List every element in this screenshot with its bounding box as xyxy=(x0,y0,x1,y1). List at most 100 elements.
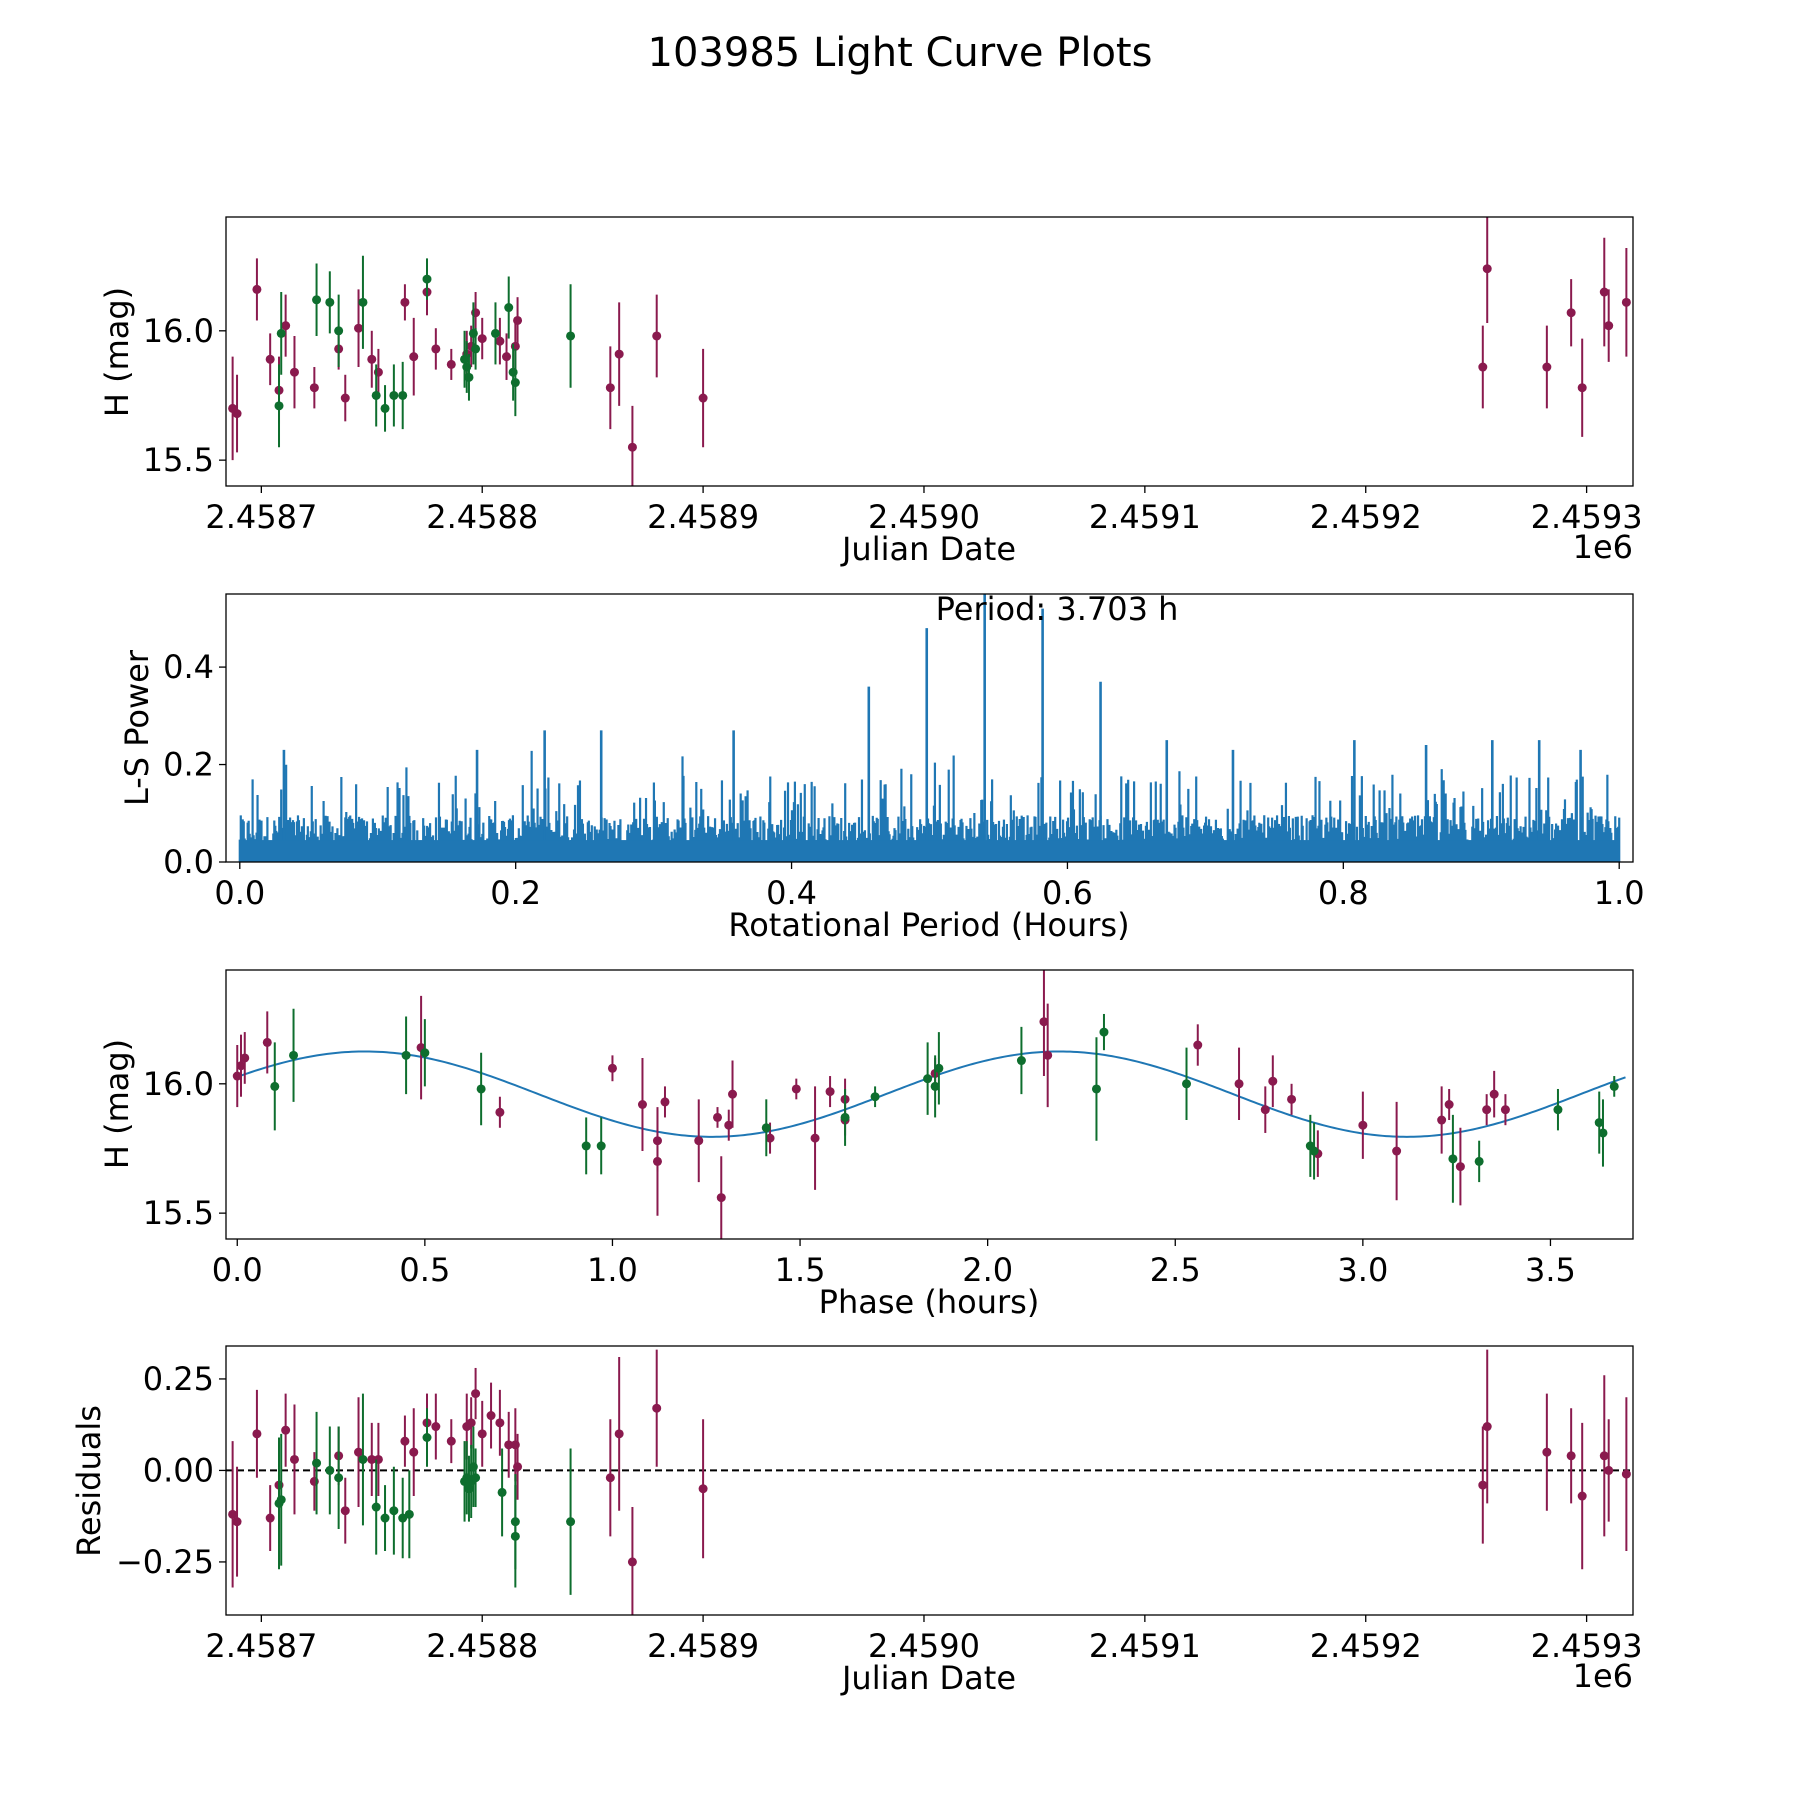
phase-point xyxy=(1598,1128,1608,1138)
residuals-point xyxy=(466,1418,476,1428)
phase-ticks: 0.0 0.5 1.0 1.5 2.0 2.5 3.0 3.5 15.5 16.0 xyxy=(143,1065,1576,1289)
lightcurve-xtick-label: 2.4592 xyxy=(1310,498,1422,536)
phase-point xyxy=(930,1081,940,1091)
periodogram-ylabel: L-S Power xyxy=(118,649,156,806)
residuals-point xyxy=(289,1454,299,1464)
lightcurve-point xyxy=(289,367,299,377)
phase-point xyxy=(1358,1120,1368,1130)
lightcurve-ytick-label: 15.5 xyxy=(143,441,214,479)
phase-xtick-label: 3.5 xyxy=(1525,1251,1576,1289)
periodogram-ytick-label: 0.2 xyxy=(163,746,214,784)
residuals-point xyxy=(477,1429,487,1439)
residuals-point xyxy=(1478,1480,1488,1490)
phase-ytick-label: 16.0 xyxy=(143,1065,214,1103)
phase-xtick-label: 1.0 xyxy=(587,1251,638,1289)
residuals-point xyxy=(698,1484,708,1494)
phase-point xyxy=(1444,1100,1454,1109)
phase-point xyxy=(607,1063,617,1073)
phase-point xyxy=(1287,1094,1297,1104)
phase-point xyxy=(1091,1084,1101,1094)
residuals-point xyxy=(404,1509,414,1519)
residuals-axes-frame xyxy=(225,1345,1634,1616)
phase-point xyxy=(596,1141,606,1151)
lightcurve-xlabel: Julian Date xyxy=(840,530,1016,568)
residuals-point xyxy=(605,1473,615,1483)
lightcurve-point xyxy=(371,390,381,400)
periodogram-ytick-label: 0.0 xyxy=(163,843,214,881)
lightcurve-point xyxy=(1604,321,1614,331)
residuals-point xyxy=(1621,1469,1631,1479)
phase-point xyxy=(1260,1105,1270,1115)
residuals-point xyxy=(1604,1465,1614,1475)
phase-ytick-label: 15.5 xyxy=(143,1194,214,1232)
residuals-point xyxy=(380,1513,390,1523)
phase-point xyxy=(713,1112,723,1122)
lightcurve-point xyxy=(1566,308,1576,318)
lightcurve-point xyxy=(400,297,410,307)
lightcurve-point xyxy=(367,354,377,364)
periodogram-xtick-label: 0.4 xyxy=(766,874,817,912)
periodogram-xtick-label: 0.6 xyxy=(1042,874,1093,912)
phase-xtick-label: 2.0 xyxy=(962,1251,1013,1289)
periodogram-xtick-label: 0.0 xyxy=(214,874,265,912)
residuals-point xyxy=(1566,1451,1576,1461)
residuals-panel: 2.4587 2.4588 2.4589 2.4590 2.4591 2.4592 2.45… xyxy=(70,1345,1643,1697)
lightcurve-ylabel: H (mag) xyxy=(98,287,136,417)
phase-panel: 0.0 0.5 1.0 1.5 2.0 2.5 3.0 3.5 15.5 16.0 Phase (… xyxy=(98,969,1634,1321)
residuals-xtick-label: 2.4591 xyxy=(1089,1627,1201,1665)
periodogram-dense-band xyxy=(239,840,1620,862)
lightcurve-point xyxy=(1599,287,1609,297)
phase-point xyxy=(923,1074,933,1084)
phase-point xyxy=(495,1107,505,1117)
phase-point xyxy=(716,1193,726,1203)
phase-point xyxy=(652,1136,662,1146)
residuals-point xyxy=(400,1436,410,1446)
phase-point xyxy=(791,1084,801,1094)
lightcurve-point xyxy=(464,372,474,382)
lightcurve-point xyxy=(614,349,624,359)
lightcurve-x-offset-text: 1e6 xyxy=(1573,528,1633,566)
residuals-point xyxy=(422,1432,432,1442)
residuals-point xyxy=(495,1418,505,1428)
phase-point xyxy=(694,1136,704,1146)
periodogram-axes-frame xyxy=(225,593,1634,863)
phase-axes-frame xyxy=(225,969,1634,1240)
residuals-xtick-label: 2.4588 xyxy=(426,1627,538,1665)
residuals-point xyxy=(398,1513,408,1523)
phase-point xyxy=(1455,1162,1465,1172)
lightcurve-point xyxy=(605,383,615,393)
phase-marks xyxy=(232,970,1626,1239)
residuals-ytick-label: −0.25 xyxy=(116,1543,214,1581)
lightcurve-point xyxy=(265,354,275,364)
phase-point xyxy=(1482,1105,1492,1115)
lightcurve-point xyxy=(409,352,419,362)
residuals-point xyxy=(510,1531,520,1541)
phase-ylabel: H (mag) xyxy=(98,1039,136,1169)
lightcurve-point xyxy=(340,393,350,403)
periodogram-marks xyxy=(238,594,1621,862)
residuals-xtick-label: 2.4592 xyxy=(1310,1627,1422,1665)
lightcurve-point xyxy=(477,334,487,344)
figure-title: 103985 Light Curve Plots xyxy=(648,30,1153,76)
phase-xtick-label: 3.0 xyxy=(1337,1251,1388,1289)
phase-point xyxy=(1437,1115,1447,1125)
residuals-point xyxy=(486,1411,496,1421)
lightcurve-point xyxy=(566,331,576,341)
phase-point xyxy=(765,1133,775,1143)
phase-point xyxy=(728,1089,738,1099)
phase-point xyxy=(1039,1017,1049,1027)
lightcurve-point xyxy=(502,352,512,362)
lightcurve-axes-frame xyxy=(225,216,1634,487)
lightcurve-point xyxy=(232,409,242,419)
lightcurve-point xyxy=(652,331,662,341)
phase-point xyxy=(761,1123,771,1133)
lightcurve-point xyxy=(358,297,368,307)
residuals-xtick-label: 2.4590 xyxy=(868,1627,980,1665)
residuals-point xyxy=(354,1447,364,1457)
phase-point xyxy=(270,1081,280,1091)
residuals-point xyxy=(471,1473,481,1483)
phase-point xyxy=(1500,1105,1510,1115)
residuals-ylabel: Residuals xyxy=(70,1405,108,1557)
periodogram-xtick-label: 1.0 xyxy=(1594,874,1645,912)
phase-plot-area xyxy=(232,970,1626,1239)
